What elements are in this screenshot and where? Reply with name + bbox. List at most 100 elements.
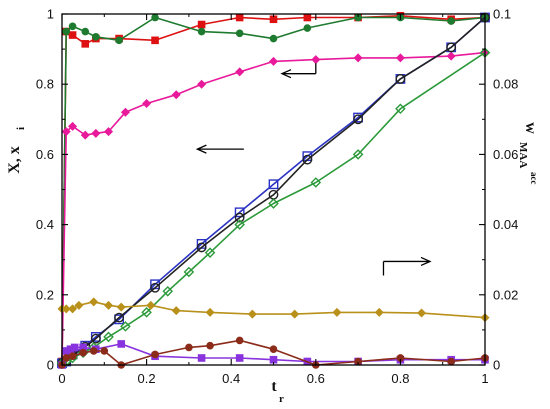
x-tick-label-5: 1 [481,371,488,386]
series-8 [58,336,489,369]
x-tick-label-4: 0.8 [391,371,409,386]
annotation-arrow-1-head [195,144,207,154]
series-3-point-8 [234,207,245,218]
y2-tick-label-4: 0.08 [493,77,518,92]
x-axis-label: t [271,378,277,395]
series-0-point-7 [197,20,206,29]
series-1-point-3 [81,27,90,36]
annotation-layer [195,63,432,276]
series-6-point-7 [146,300,156,310]
series-0-point-9 [269,15,278,24]
x-axis-label-subscript: r [279,393,284,405]
y-tick-label-4: 0.8 [36,77,54,92]
series-8-point-2 [68,352,77,361]
series-2-point-12 [311,55,321,65]
series-2-point-5 [104,127,114,137]
series-8-point-10 [235,336,244,345]
series-7-point-9 [235,354,244,362]
x-tick-label-0: 0 [58,371,65,386]
series-8-point-5 [100,347,109,355]
series-5-point-5 [103,331,114,343]
series-4-point-5 [114,312,125,323]
series-4-point-12 [395,74,406,84]
annotation-arrow-2 [382,256,432,276]
series-2-point-4 [91,128,101,138]
series-6-point-6 [116,302,126,312]
annotation-arrow-2-head [420,256,432,267]
series-5-point-11 [234,219,245,230]
series-6-point-11 [290,309,300,319]
series-1-point-1 [62,27,71,36]
series-8-point-11 [269,345,278,354]
series-1-point-10 [303,24,312,32]
x-tick-label-2: 0.4 [222,371,240,386]
series-6-point-1 [61,304,71,314]
series-4-point-6 [150,282,160,293]
series-6-point-3 [74,300,84,310]
series-8-point-14 [396,354,405,362]
series-1-point-8 [235,29,244,38]
series-7-point-4 [79,343,87,352]
x-tick-label-1: 0.2 [138,371,156,386]
series-6-point-13 [374,307,384,317]
series-2 [57,48,490,368]
series-5-point-12 [268,198,279,209]
series-7-point-2 [66,345,75,354]
series-6-point-9 [205,307,215,317]
y2-tick-label-3: 0.06 [493,147,518,162]
series-1-point-5 [115,36,123,45]
series-2-point-14 [395,53,405,63]
series-8-point-8 [185,343,193,352]
series-1-point-13 [447,17,455,25]
series-1-point-6 [151,13,159,22]
annotation-arrow-1 [195,144,244,154]
series-7-point-10 [269,355,278,364]
x-tick-label-3: 0.6 [307,371,325,386]
series-6-point-14 [417,308,427,318]
series-1-point-2 [68,22,77,31]
series-8-point-7 [151,350,159,359]
series-8-point-4 [89,347,98,355]
y-axis-label-subscript: i [15,127,27,130]
y-tick-label-2: 0.4 [36,217,54,232]
series-2-point-9 [197,79,207,89]
series-5-point-15 [395,103,406,115]
series-8-point-1 [62,354,71,362]
series-2-point-3 [80,130,90,140]
series-1-point-11 [354,13,362,22]
series-8-point-9 [206,341,214,350]
series-4-point-13 [446,42,457,53]
series-7-point-3 [70,343,79,352]
series-1-point-7 [197,27,206,36]
y2-axis-label: w [522,122,539,134]
y2-tick-label-5: 0.1 [493,7,511,22]
y2-axis-label-subscript-2: acc [529,172,539,185]
series-7-point-8 [197,354,206,362]
series-6-point-2 [68,304,78,314]
series-5-point-7 [141,307,152,318]
series-4-point-11 [353,114,363,125]
series-5-point-8 [162,286,174,297]
series-2-point-15 [446,51,456,61]
series-0-point-3 [81,40,90,48]
series-6-point-8 [171,306,181,316]
y-axis-label: X, x [6,146,23,174]
series-4-point-10 [302,154,313,165]
y-tick-label-5: 1 [47,7,54,22]
y-tick-label-0: 0 [47,358,54,373]
series-0-point-8 [235,13,244,22]
series-7-point-1 [62,347,71,355]
series-0-point-10 [303,13,312,22]
series-2-point-10 [235,67,245,77]
annotation-arrow-0-head [280,69,292,79]
series-6-point-5 [104,300,114,310]
series-layer [56,11,491,369]
series-5-point-10 [204,247,216,258]
series-8-point-3 [79,348,87,357]
series-5-point-6 [120,321,131,332]
series-5-point-9 [183,266,195,278]
series-4-point-4 [90,333,101,344]
series-8-point-13 [354,357,362,366]
series-2-point-6 [120,107,130,117]
series-6-point-12 [332,307,342,317]
